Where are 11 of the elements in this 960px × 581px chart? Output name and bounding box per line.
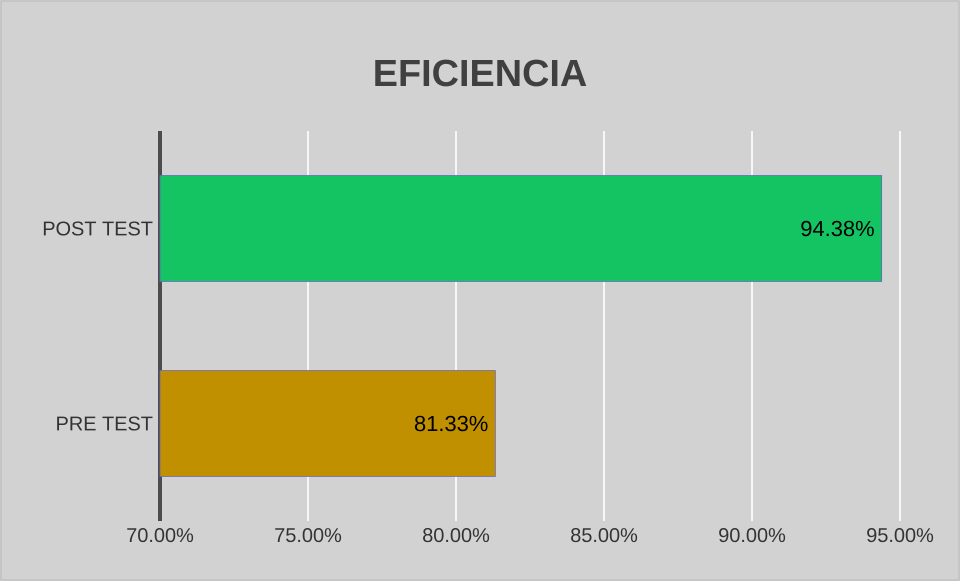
- y-tick-label: PRE TEST: [57, 416, 152, 431]
- x-tick-label: 95.00%: [867, 528, 934, 542]
- x-tick-label: 85.00%: [571, 528, 638, 542]
- x-tick-label: 70.00%: [127, 528, 194, 542]
- x-tick-label: 90.00%: [719, 528, 786, 542]
- x-tick-label: 80.00%: [423, 528, 490, 542]
- y-tick-label: POST TEST: [44, 221, 152, 236]
- data-label: 94.38%: [801, 220, 874, 236]
- data-label: 81.33%: [414, 416, 488, 432]
- x-tick-label: 75.00%: [275, 528, 342, 542]
- chart-title: EFICIENCIA: [375, 60, 586, 86]
